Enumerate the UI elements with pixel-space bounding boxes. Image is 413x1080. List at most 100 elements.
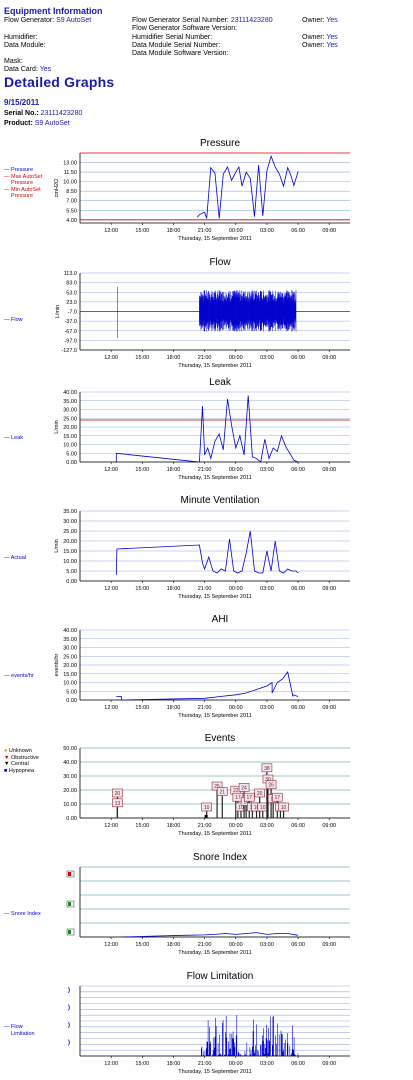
- y-axis-label: L/min: [54, 420, 60, 433]
- x-tick-label: 12:00: [104, 586, 118, 592]
- x-tick-label: 06:00: [291, 586, 305, 592]
- y-tick-label: 30.00: [63, 519, 77, 525]
- owner-value: Yes: [326, 34, 338, 41]
- owner-label: Owner:: [302, 17, 325, 24]
- event-label: 30: [265, 777, 271, 783]
- legend-item-unknown: ● Unknown: [4, 748, 32, 754]
- y-tick-label: 5.00: [66, 451, 77, 457]
- y-tick-label: 25.00: [63, 529, 77, 535]
- x-tick-label: 12:00: [104, 228, 118, 234]
- legend-item: — Pressure: [4, 167, 34, 173]
- y-tick-label: 20.00: [63, 539, 77, 545]
- legend-item: — Max AutoSet Pressure: [4, 173, 43, 187]
- event-label: 17: [275, 795, 281, 801]
- x-tick-label: 03:00: [260, 228, 274, 234]
- snore-level-icon: [68, 930, 71, 934]
- chart-title-minute-ventilation: Minute Ventilation: [180, 495, 260, 506]
- legend-snore-index: — Snore Index: [4, 911, 41, 917]
- owner-row-1: Owner: Yes: [302, 17, 338, 25]
- data-card-label: Data Card:: [4, 66, 38, 73]
- event-marker: [204, 815, 208, 818]
- y-tick-label: 35.00: [63, 637, 77, 643]
- x-tick-label: 18:00: [167, 355, 181, 361]
- y-tick-label: 10.00: [63, 180, 77, 186]
- x-tick-label: 18:00: [167, 1061, 181, 1067]
- event-label: 20: [257, 791, 263, 797]
- serial-value: 23111423280: [40, 110, 83, 117]
- series-line: [121, 932, 299, 938]
- x-tick-label: 03:00: [260, 1061, 274, 1067]
- event-label-box: [278, 802, 289, 812]
- event-label: 13: [115, 801, 121, 807]
- x-axis-label: Thursday, 15 September 2011: [178, 594, 251, 600]
- x-tick-label: 15:00: [135, 942, 149, 948]
- y-tick-label: 83.0: [66, 281, 77, 287]
- x-tick-label: 15:00: [135, 228, 149, 234]
- x-tick-label: 09:00: [322, 586, 336, 592]
- owner-value: Yes: [326, 42, 338, 49]
- x-tick-label: 15:00: [135, 467, 149, 473]
- flow-generator-value: S9 AutoSet: [56, 17, 92, 24]
- x-tick-label: 18:00: [167, 823, 181, 829]
- chart-ahi: 40.00 35.00 30.00 25.00 20.00 15.00 10.00 5.00 0…: [54, 628, 350, 719]
- event-label: 10: [204, 805, 210, 811]
- x-tick-label: 00:00: [229, 467, 243, 473]
- x-tick-label: 06:00: [291, 228, 305, 234]
- x-tick-label: 00:00: [229, 228, 243, 234]
- series-line: [200, 1015, 299, 1056]
- x-tick-label: 03:00: [260, 355, 274, 361]
- y-tick-label: 13.00: [63, 161, 77, 167]
- x-axis-label: Thursday, 15 September 2011: [178, 950, 251, 956]
- dm-serial-label: Data Module Serial Number:: [132, 42, 221, 49]
- product-value: S9 AutoSet: [34, 120, 70, 127]
- x-axis-label: Thursday, 15 September 2011: [178, 831, 251, 837]
- humidifier-label: Humidifier:: [4, 34, 38, 41]
- chart-flow-limitation: 12:00 15:00 18:00 21:00 00:00 03:00 06:00 09:00…: [68, 985, 350, 1075]
- chart-flow: 113.0 83.0 53.0 23.0 -7.0 -37.0 -67.0 -97.0 -127…: [55, 271, 350, 369]
- y-tick-label: 10.00: [63, 802, 77, 808]
- y-tick-label: 11.50: [64, 170, 77, 176]
- event-label: 38: [264, 766, 270, 772]
- y-tick-label: -67.0: [64, 329, 77, 335]
- event-label: 20: [115, 791, 121, 797]
- y-tick-label: 35.00: [63, 399, 77, 405]
- serial-row: Serial No.: 23111423280: [4, 110, 82, 118]
- x-tick-label: 00:00: [229, 355, 243, 361]
- snore-level-icon: [68, 872, 71, 876]
- chart-title-pressure: Pressure: [199, 138, 240, 149]
- serial-label: Serial No.:: [4, 110, 39, 117]
- x-tick-label: 18:00: [167, 705, 181, 711]
- x-tick-label: 15:00: [135, 1061, 149, 1067]
- x-tick-label: 09:00: [322, 1061, 336, 1067]
- event-label: 10: [254, 805, 260, 811]
- event-label: 14: [243, 799, 249, 805]
- y-tick-label: 20.00: [63, 663, 77, 669]
- chart-title-events: Events: [204, 733, 236, 744]
- x-tick-label: 12:00: [104, 823, 118, 829]
- snore-level-icon: [68, 902, 71, 906]
- y-axis-label: events/hr: [54, 654, 60, 677]
- x-tick-label: 00:00: [229, 942, 243, 948]
- y-tick-label: 5.50: [66, 208, 77, 214]
- fg-software-label: Flow Generator Software Version:: [132, 25, 238, 32]
- chart-title-flow: Flow: [209, 257, 231, 268]
- x-tick-label: 00:00: [229, 1061, 243, 1067]
- x-tick-label: 09:00: [322, 355, 336, 361]
- y-tick-label: 0.00: [66, 816, 77, 822]
- y-tick-label: 20.00: [63, 425, 77, 431]
- flow-generator-row: Flow Generator: S9 AutoSet: [4, 17, 91, 25]
- event-label: 22: [233, 788, 239, 794]
- x-tick-label: 21:00: [198, 467, 212, 473]
- y-tick-label: 0.00: [66, 698, 77, 704]
- series-line: [115, 395, 299, 463]
- y-tick-label: 40.00: [63, 390, 77, 396]
- x-tick-label: 18:00: [167, 586, 181, 592]
- event-label-box: [243, 792, 255, 802]
- x-tick-label: 15:00: [135, 823, 149, 829]
- event-label-box: [112, 788, 123, 798]
- x-tick-label: 09:00: [322, 228, 336, 234]
- fg-serial-row: Flow Generator Serial Number: 2311142328…: [132, 17, 273, 25]
- x-tick-label: 12:00: [104, 355, 118, 361]
- chart-minute-ventilation: 35.00 30.00 25.00 20.00 15.00 10.00 5.00 0.00 12…: [54, 509, 350, 600]
- x-tick-label: 06:00: [291, 1061, 305, 1067]
